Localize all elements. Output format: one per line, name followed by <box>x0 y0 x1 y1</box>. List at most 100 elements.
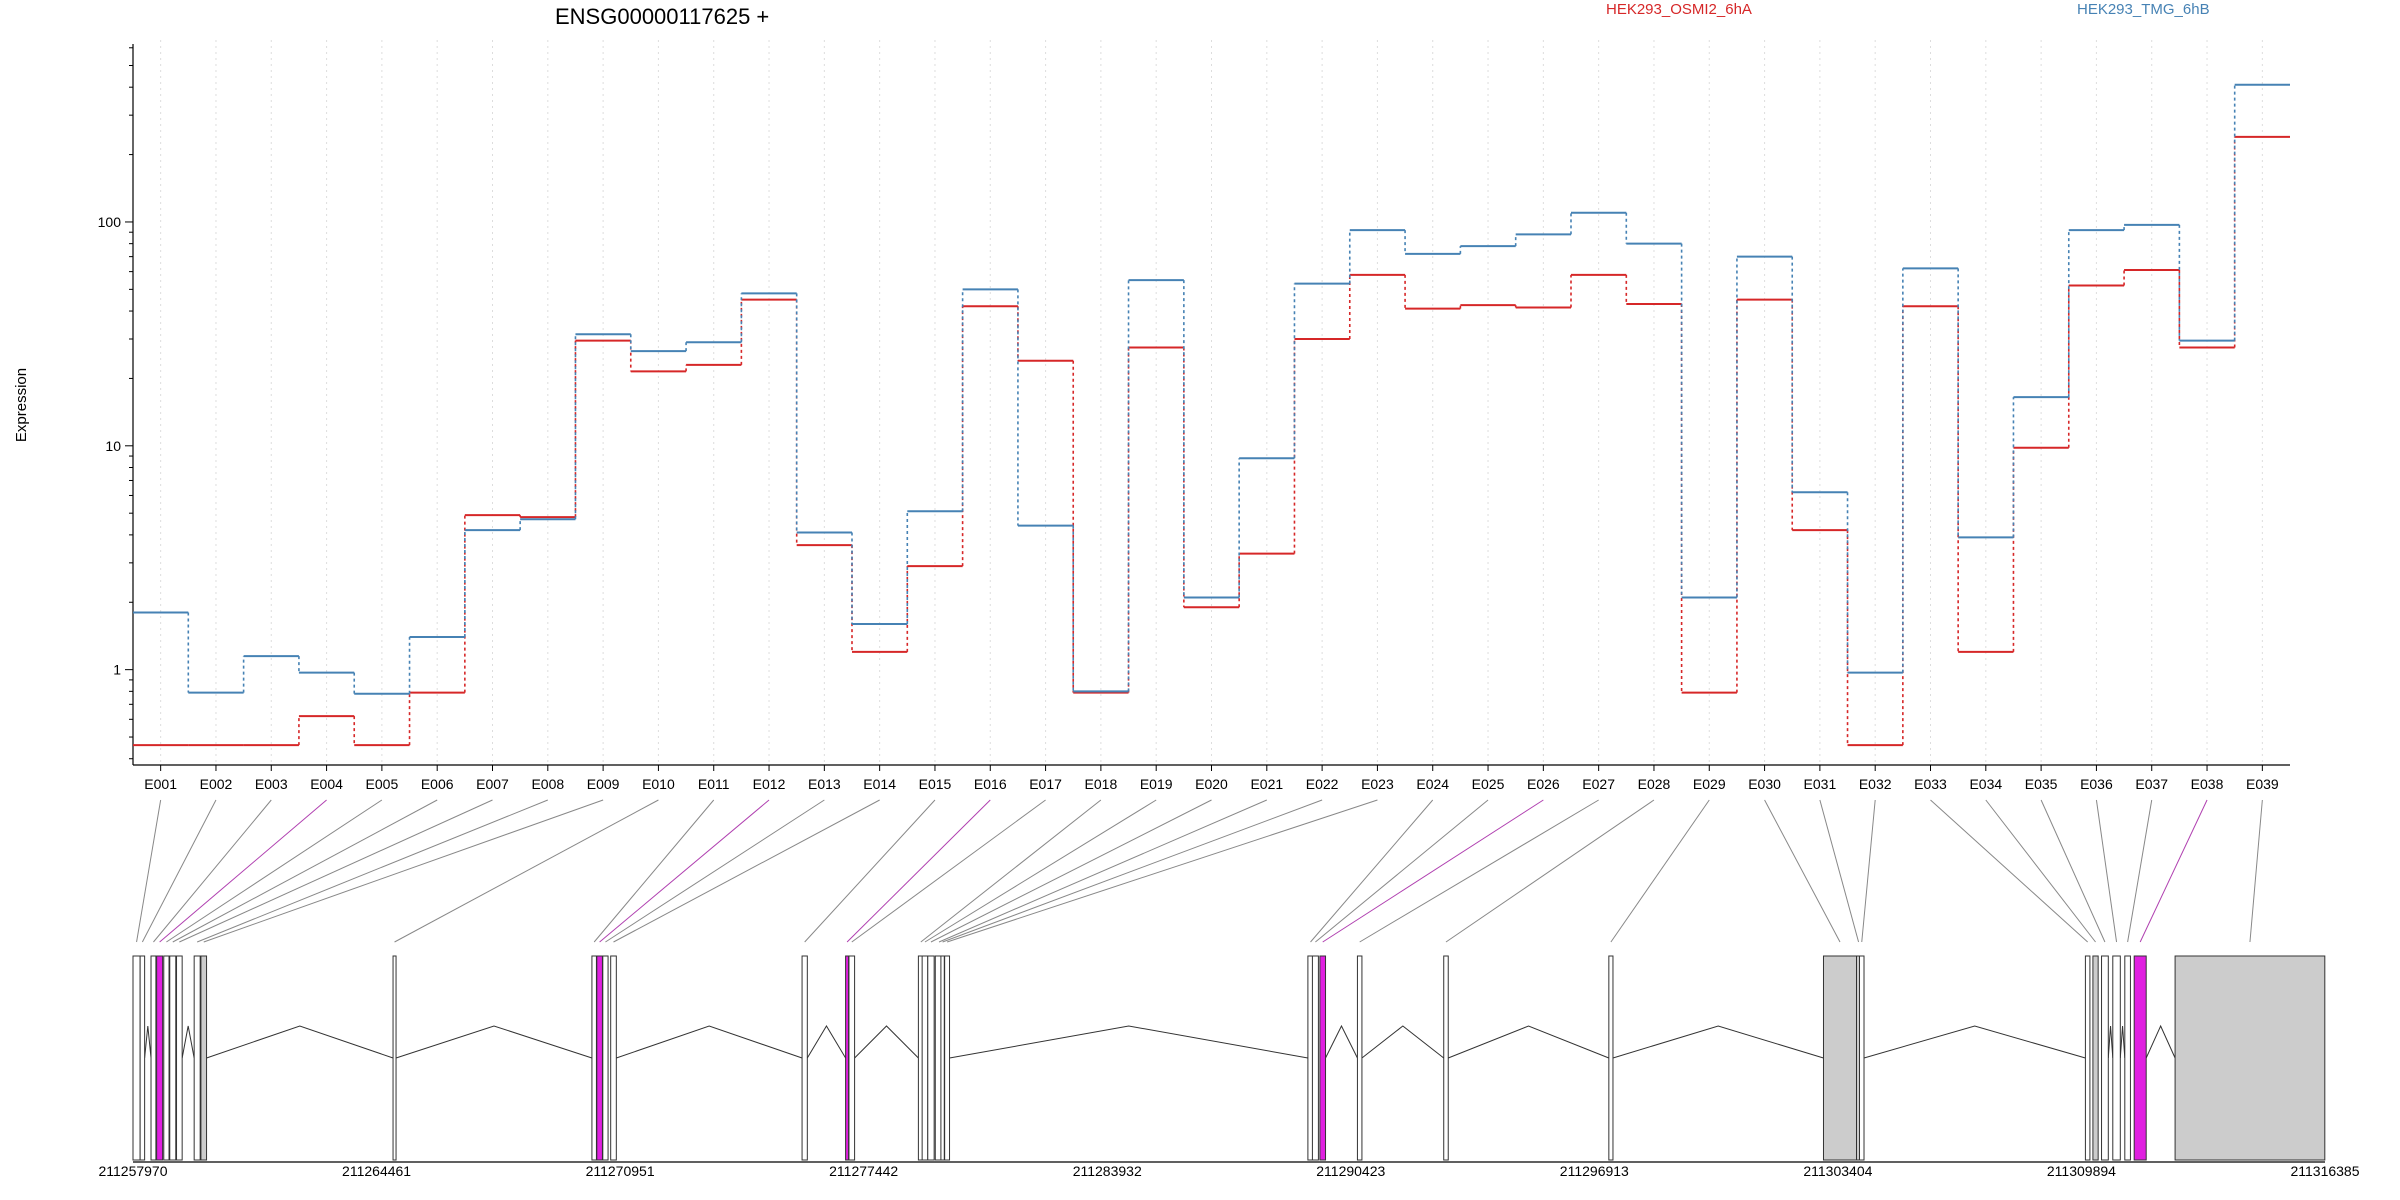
x-axis: E001 E002 E003 E004 E005 E006 E007 E008 E009 E010… <box>133 764 2290 792</box>
connector-E033 <box>1930 799 2088 943</box>
exon-block-E008 <box>193 955 201 1161</box>
x-tick-label-E033: E033 <box>1914 776 1947 792</box>
x-tick-label-E005: E005 <box>366 776 399 792</box>
connector-E005 <box>166 799 383 943</box>
y-tick-label: 10 <box>105 438 121 454</box>
intron-E007 <box>181 1025 195 1059</box>
intron-E027 <box>1361 1025 1445 1059</box>
vertical-grid <box>160 40 2263 765</box>
x-tick-label-E007: E007 <box>476 776 509 792</box>
connector-E007 <box>179 799 493 943</box>
connector-E015 <box>804 799 936 943</box>
y-tick-label: 100 <box>98 214 122 230</box>
exon-block-E019 <box>921 955 929 1161</box>
connector-E034 <box>1985 799 2096 943</box>
x-tick-label-E026: E026 <box>1527 776 1560 792</box>
x-tick-label-E037: E037 <box>2135 776 2168 792</box>
coord-label-2: 211270951 <box>586 1163 655 1179</box>
x-tick-label-E010: E010 <box>642 776 675 792</box>
y-tick-label: 1 <box>113 662 121 678</box>
connector-E008 <box>196 799 548 943</box>
connector-E019 <box>924 799 1157 943</box>
connector-E036 <box>2095 799 2118 943</box>
connector-E031 <box>1819 799 1860 943</box>
intron-E032 <box>1863 1025 2086 1059</box>
intron-E010 <box>395 1025 593 1059</box>
intron-E015 <box>806 1025 847 1059</box>
coord-label-7: 211303404 <box>1803 1163 1872 1179</box>
connector-E014 <box>613 799 880 943</box>
coord-label-9: 211316385 <box>2290 1163 2359 1179</box>
exon-block-E029 <box>1608 955 1614 1161</box>
x-tick-label-E034: E034 <box>1969 776 2002 792</box>
exon-block-E011 <box>591 955 597 1161</box>
connector-E039 <box>2249 799 2263 943</box>
exon-block-E012 <box>596 955 603 1161</box>
x-tick-label-E009: E009 <box>587 776 620 792</box>
intron-E009 <box>206 1025 394 1059</box>
connector-E016 <box>846 799 991 943</box>
x-tick-label-E030: E030 <box>1748 776 1781 792</box>
x-tick-label-E039: E039 <box>2246 776 2279 792</box>
x-tick-label-E023: E023 <box>1361 776 1394 792</box>
exon-block-E017 <box>848 955 856 1161</box>
intron-E035 <box>2107 1025 2114 1059</box>
intron-E017 <box>854 1025 919 1059</box>
connector-E025 <box>1315 799 1489 943</box>
connector-E017 <box>851 799 1046 943</box>
x-tick-label-E002: E002 <box>200 776 233 792</box>
coord-label-4: 211283932 <box>1073 1163 1142 1179</box>
x-tick-label-E038: E038 <box>2191 776 2224 792</box>
chart-title: ENSG00000117625 + <box>555 4 769 29</box>
intron-E038 <box>2145 1024 2176 1059</box>
x-tick-label-E024: E024 <box>1416 776 1449 792</box>
x-tick-label-E008: E008 <box>531 776 564 792</box>
series-lines <box>133 83 2290 747</box>
connector-E035 <box>2040 799 2106 943</box>
connector-E024 <box>1310 799 1434 943</box>
x-tick-label-E029: E029 <box>1693 776 1726 792</box>
x-tick-label-E003: E003 <box>255 776 288 792</box>
coord-label-5: 211290423 <box>1316 1163 1385 1179</box>
x-tick-label-E013: E013 <box>808 776 841 792</box>
x-tick-label-E036: E036 <box>2080 776 2113 792</box>
x-tick-label-E025: E025 <box>1472 776 1505 792</box>
connector-E026 <box>1322 799 1544 943</box>
connector-E038 <box>2139 799 2208 943</box>
exon-block-E006 <box>169 955 177 1161</box>
intron-E023 <box>949 1025 1308 1059</box>
exon-block-E013 <box>602 955 609 1161</box>
intron-E029 <box>1612 1025 1824 1059</box>
x-tick-label-E012: E012 <box>753 776 786 792</box>
intron-E002 <box>144 1025 152 1059</box>
x-tick-label-E016: E016 <box>974 776 1007 792</box>
exon-block-E007 <box>176 955 183 1161</box>
exon-block-E010 <box>392 955 397 1161</box>
exon-block-E022 <box>940 955 945 1161</box>
connector-E011 <box>593 799 715 943</box>
legend-series-1: HEK293_OSMI2_6hA <box>1606 1 1752 18</box>
connector-E021 <box>938 799 1268 943</box>
connector-E013 <box>605 799 825 943</box>
exon-block-E020 <box>927 955 935 1161</box>
x-tick-label-E004: E004 <box>310 776 343 792</box>
exon-block-E009 <box>200 955 208 1161</box>
connector-E020 <box>930 799 1212 943</box>
exon-block-E036 <box>2112 955 2121 1161</box>
exon-block-E038 <box>2133 955 2147 1161</box>
coord-label-0: 211257970 <box>98 1163 167 1179</box>
connector-E002 <box>141 799 217 943</box>
legend-series-2: HEK293_TMG_6hB <box>2077 1 2210 18</box>
x-tick-label-E031: E031 <box>1804 776 1837 792</box>
genomic-coordinate-axis: 211257970 211264461 211270951 211277442 2112… <box>98 1161 2360 1179</box>
intron-E036 <box>2119 1025 2126 1059</box>
connector-E027 <box>1359 799 1599 943</box>
connector-E003 <box>153 799 272 943</box>
intron-E014 <box>616 1025 803 1059</box>
exon-block-E034 <box>2092 955 2099 1161</box>
connector-E028 <box>1445 799 1655 943</box>
exon-block-E033 <box>2084 955 2091 1161</box>
exon-block-E026 <box>1319 955 1327 1161</box>
exon-block-E023 <box>944 955 951 1161</box>
